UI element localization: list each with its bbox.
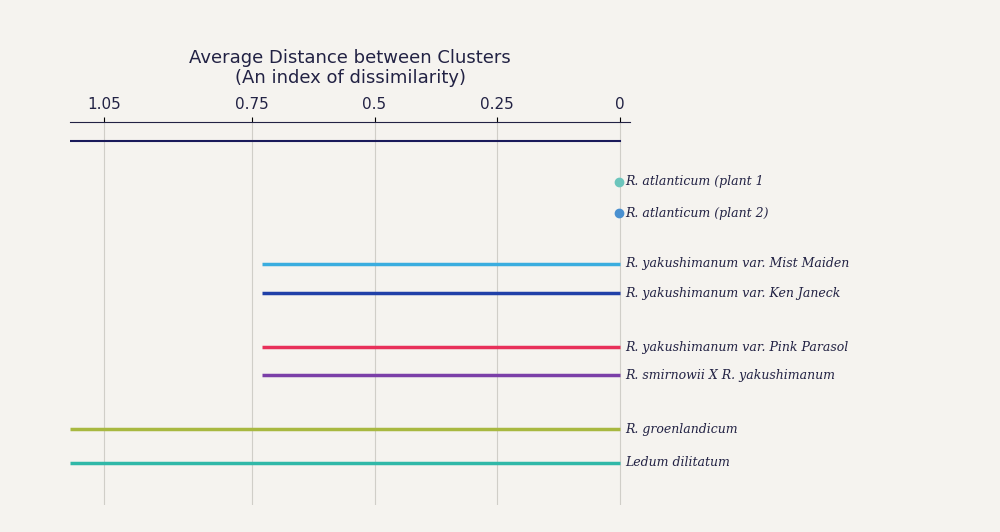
Title: Average Distance between Clusters
(An index of dissimilarity): Average Distance between Clusters (An in… bbox=[189, 48, 511, 87]
Text: R. yakushimanum var. Pink Parasol: R. yakushimanum var. Pink Parasol bbox=[625, 341, 848, 354]
Text: R. yakushimanum var. Mist Maiden: R. yakushimanum var. Mist Maiden bbox=[625, 257, 849, 270]
Text: R. atlanticum (plant 1: R. atlanticum (plant 1 bbox=[625, 176, 764, 188]
Text: R. yakushimanum var. Ken Janeck: R. yakushimanum var. Ken Janeck bbox=[625, 287, 841, 300]
Text: R. groenlandicum: R. groenlandicum bbox=[625, 422, 738, 436]
Text: R. smirnowii X R. yakushimanum: R. smirnowii X R. yakushimanum bbox=[625, 369, 835, 382]
Text: Ledum dilitatum: Ledum dilitatum bbox=[625, 456, 730, 469]
Text: R. atlanticum (plant 2): R. atlanticum (plant 2) bbox=[625, 207, 769, 220]
